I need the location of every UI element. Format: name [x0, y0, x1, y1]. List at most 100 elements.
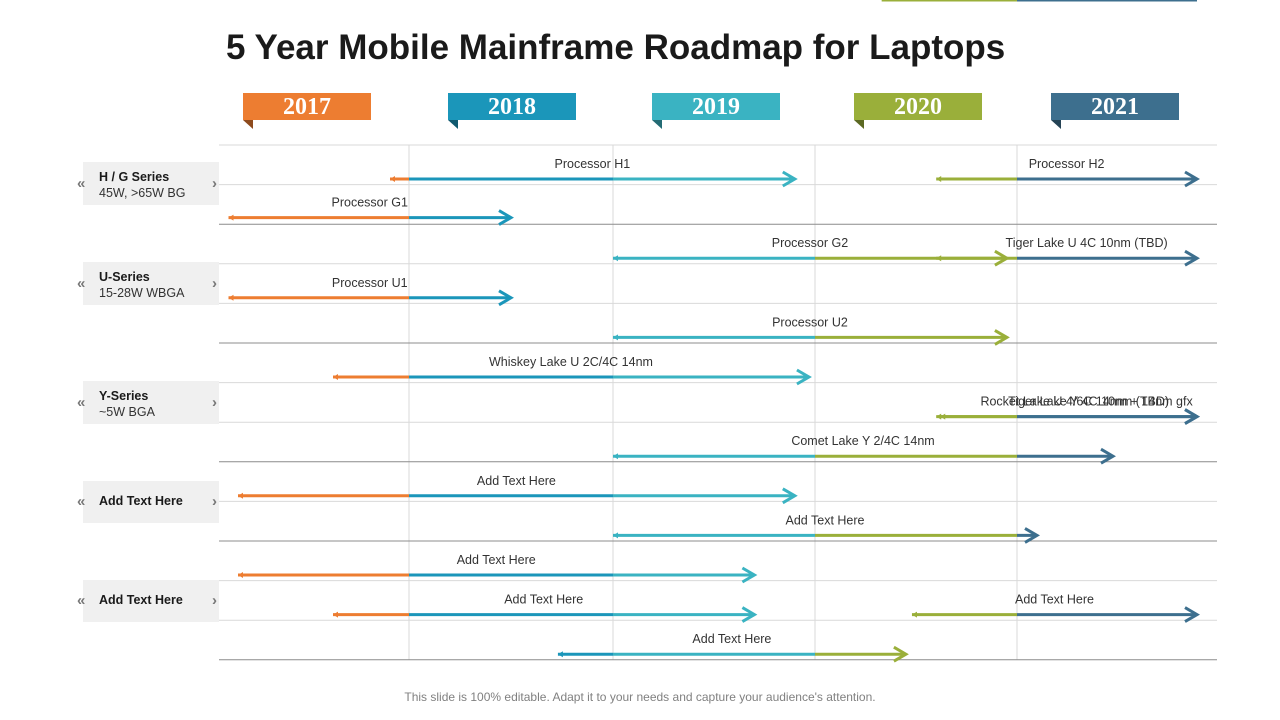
bar-label: Tiger Lake Y 4C 10nm (TBD)	[1008, 395, 1169, 409]
chevron-right-icon: ›	[212, 274, 217, 292]
roadmap-bar: Add Text Here	[613, 513, 1040, 544]
chevron-left-icon: «	[77, 274, 86, 292]
bar-label: Processor U1	[332, 276, 408, 290]
roadmap-bar: Processor H1	[390, 157, 798, 188]
bar-start-cap	[557, 651, 563, 658]
year-label-2017: 2017	[243, 93, 371, 120]
bar-label: Add Text Here	[504, 593, 583, 607]
series-label-box: Add Text Here	[83, 580, 219, 622]
series-name: H / G Series	[99, 170, 170, 184]
bar-arrowhead	[741, 606, 758, 623]
roadmap-bar: Add Text Here	[911, 593, 1200, 623]
year-label-2019: 2019	[652, 93, 780, 120]
bar-start-cap	[333, 611, 338, 618]
bar-start-cap	[238, 492, 243, 499]
series-name: U-Series	[99, 270, 150, 284]
chevron-right-icon: ›	[212, 393, 217, 411]
series-label-box: Add Text Here	[83, 481, 219, 523]
bar-arrowhead	[893, 645, 909, 663]
roadmap-bar: Tiger Lake Y 4C 10nm (TBD)	[940, 395, 1200, 425]
roadmap-bar: Processor U1	[228, 276, 514, 307]
bar-label: Whiskey Lake U 2C/4C 14nm	[489, 355, 653, 369]
bar-arrowhead	[1184, 249, 1200, 267]
roadmap-bar: Add Text Here	[557, 632, 909, 663]
bar-start-cap	[228, 214, 234, 221]
series-spec: 15-28W WBGA	[99, 286, 185, 300]
bar-label: Rocket Lake U 4/6C 14nm + 14nm gfx	[980, 395, 1193, 409]
bar-label: Add Text Here	[457, 553, 536, 567]
chevron-left-icon: «	[77, 174, 86, 192]
chevron-right-icon: ›	[212, 174, 217, 192]
bar-arrowhead	[1184, 606, 1200, 623]
bar-arrowhead	[1184, 408, 1200, 425]
bar-arrowhead	[1024, 527, 1040, 544]
year-label-2020: 2020	[854, 93, 982, 120]
series-name: Y-Series	[99, 389, 149, 403]
chevron-right-icon: ›	[212, 592, 217, 609]
chevron-right-icon: ›	[212, 493, 217, 510]
chevron-left-icon: «	[77, 592, 86, 609]
bar-start-cap	[613, 453, 618, 460]
bar-arrowhead	[782, 170, 798, 188]
bar-start-cap	[390, 176, 395, 182]
bar-arrowhead	[994, 329, 1010, 346]
series-label-box: H / G Series 45W, >65W BG	[83, 162, 219, 205]
bar-label: Comet Lake Y 2/4C 14nm	[791, 434, 934, 448]
footer-note: This slide is 100% editable. Adapt it to…	[404, 690, 876, 704]
bar-label: Processor G2	[772, 236, 848, 250]
bar-arrowhead	[796, 368, 812, 386]
bar-start-cap	[936, 176, 942, 182]
bar-start-cap	[940, 413, 946, 420]
year-flag	[243, 120, 253, 129]
year-flag	[1051, 120, 1061, 129]
bar-start-cap	[333, 374, 338, 380]
year-label-2021: 2021	[1051, 93, 1179, 120]
bar-start-cap	[936, 255, 942, 262]
roadmap-bar: Add Text Here	[238, 474, 798, 505]
bar-start-cap	[613, 255, 618, 262]
bar-label: Add Text Here	[1015, 593, 1094, 607]
series-name: Add Text Here	[99, 494, 183, 508]
series-name: Add Text Here	[99, 593, 183, 607]
bar-label: Processor G1	[332, 196, 408, 210]
roadmap-bar: Whiskey Lake U 2C/4C 14nm	[333, 355, 812, 386]
series-label-box: Y-Series ~5W BGA	[83, 381, 219, 424]
roadmap-bar: Tiger Lake U 4C 10nm (TBD)	[936, 236, 1200, 267]
bar-label: Tiger Lake U 4C 10nm (TBD)	[1006, 236, 1168, 250]
roadmap-bar: Processor U2	[613, 315, 1010, 346]
year-flag	[448, 120, 458, 129]
bar-start-cap	[228, 294, 234, 301]
chevron-left-icon: «	[77, 493, 86, 510]
page-title: 5 Year Mobile Mainframe Roadmap for Lapt…	[226, 28, 1006, 67]
bar-start-cap	[936, 413, 942, 420]
bar-label: Add Text Here	[1000, 0, 1079, 3]
bar-arrowhead	[1100, 447, 1116, 465]
series-spec: ~5W BGA	[99, 405, 155, 419]
roadmap-bar: Add Text Here	[238, 553, 758, 584]
bar-arrowhead	[1184, 170, 1200, 188]
roadmap-bar: Add Text Here	[333, 593, 758, 623]
bar-label: Add Text Here	[477, 474, 556, 488]
year-flag	[652, 120, 662, 129]
bar-arrowhead	[498, 289, 514, 307]
bar-start-cap	[238, 572, 243, 578]
roadmap-bar: Add Text Here	[882, 0, 1197, 3]
year-flag	[854, 120, 864, 129]
series-label-box: U-Series 15-28W WBGA	[83, 262, 219, 305]
bar-arrowhead	[741, 566, 758, 584]
chevron-left-icon: «	[77, 393, 86, 411]
bar-arrowhead	[498, 209, 514, 226]
bar-start-cap	[613, 334, 618, 341]
year-label-2018: 2018	[448, 93, 576, 120]
bar-label: Processor U2	[772, 315, 848, 329]
roadmap-bar: Processor H2	[936, 157, 1200, 188]
bar-start-cap	[911, 611, 917, 618]
roadmap-bar: Comet Lake Y 2/4C 14nm	[613, 434, 1116, 465]
bar-label: Processor H1	[555, 157, 631, 171]
bar-label: Processor H2	[1029, 157, 1105, 171]
roadmap-bar: Processor G1	[228, 196, 514, 226]
bar-label: Add Text Here	[692, 632, 771, 646]
bar-label: Add Text Here	[786, 513, 865, 527]
roadmap-bar: Processor G2	[613, 236, 1010, 267]
